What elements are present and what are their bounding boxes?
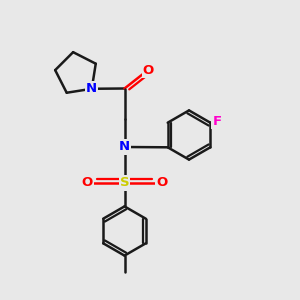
- Text: N: N: [119, 140, 130, 154]
- Text: F: F: [212, 115, 221, 128]
- Text: O: O: [143, 64, 154, 77]
- Text: S: S: [120, 176, 129, 190]
- Text: O: O: [156, 176, 168, 190]
- Text: O: O: [81, 176, 93, 190]
- Text: N: N: [86, 82, 97, 95]
